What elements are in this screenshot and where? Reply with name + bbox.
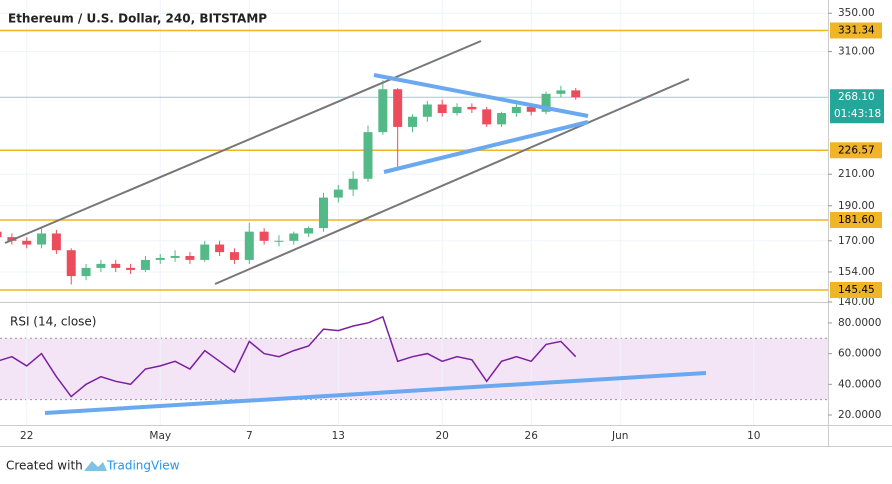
last-price-label: 268.10 (838, 91, 875, 103)
candle-body (229, 252, 239, 260)
x-tick-label: 22 (20, 430, 33, 442)
candle-body (170, 256, 180, 258)
candle-body (0, 231, 2, 238)
level-label: 181.60 (838, 214, 875, 226)
candle-body (541, 93, 551, 112)
candle-body (66, 250, 76, 277)
level-label-bg (830, 22, 882, 39)
chart-title: Ethereum / U.S. Dollar, 240, BITSTAMP (8, 12, 267, 26)
y-tick-label: 154.00 (838, 266, 875, 278)
candle-body (7, 237, 17, 241)
candle-body (467, 106, 477, 110)
brand-logo (84, 461, 107, 471)
candle-body (497, 113, 507, 125)
candle-body (511, 106, 521, 114)
y-tick-label: 210.00 (838, 168, 875, 180)
candle-body (111, 263, 121, 268)
y-tick-label: 350.00 (838, 7, 875, 19)
candle-body (526, 106, 536, 112)
rsi-line (0, 315, 577, 398)
candle-body (200, 244, 210, 260)
y-tick-label: 170.00 (838, 235, 875, 247)
candle-body (422, 104, 432, 117)
candle-body (571, 90, 581, 98)
x-tick-label: 20 (436, 430, 449, 442)
candle-body (348, 178, 358, 190)
candle-body (244, 231, 254, 260)
candle-body (185, 256, 195, 260)
level-label: 226.57 (838, 144, 875, 156)
candle-body (126, 267, 136, 270)
rsi-title: RSI (14, close) (10, 315, 96, 329)
candle-body (81, 267, 91, 277)
channel-line (4, 40, 482, 244)
channel-line (214, 78, 690, 285)
candle-body (289, 233, 299, 241)
y-tick-label: 40.0000 (838, 378, 881, 390)
candle-body (556, 90, 566, 94)
candle-body (378, 89, 388, 133)
candle-body (140, 259, 150, 270)
y-tick-label: 140.00 (838, 296, 875, 308)
triangle-line (383, 120, 589, 174)
candle-body (37, 233, 47, 245)
candle-body (274, 240, 284, 242)
level-label: 145.45 (838, 284, 875, 296)
y-tick-label: 310.00 (838, 45, 875, 57)
level-label-bg (830, 281, 882, 298)
footer-text: Created with (6, 459, 83, 473)
x-tick-label: 26 (525, 430, 539, 442)
x-tick-label: 13 (332, 430, 345, 442)
level-label: 331.34 (838, 24, 875, 36)
candle-body (437, 104, 447, 114)
candle-body (452, 106, 462, 114)
candle-body (155, 257, 165, 260)
candle-body (96, 263, 106, 268)
candle-body (408, 116, 418, 127)
candle-body (363, 132, 373, 179)
x-tick-label: Jun (611, 430, 628, 442)
level-label-bg (830, 212, 882, 229)
candle-body (215, 244, 225, 253)
level-label-bg (830, 142, 882, 159)
candle-body (51, 233, 61, 251)
last-price-bg (830, 89, 884, 124)
y-tick-label: 60.0000 (838, 348, 881, 360)
y-tick-label: 190.00 (838, 200, 875, 212)
candle-body (333, 189, 343, 198)
candle-body (259, 231, 269, 241)
x-tick-label: 10 (747, 430, 760, 442)
candle-body (482, 109, 492, 125)
x-tick-label: May (149, 430, 171, 442)
candle-body (22, 240, 32, 245)
candle-body (304, 228, 314, 234)
y-tick-label: 80.0000 (838, 317, 881, 329)
brand-name[interactable]: TradingView (106, 459, 180, 473)
x-tick-label: 7 (246, 430, 253, 442)
triangle-line (373, 73, 589, 118)
y-tick-label: 20.0000 (838, 409, 881, 421)
trend-line (44, 371, 707, 415)
candle-body (318, 197, 328, 229)
candle-body (393, 89, 403, 127)
countdown: 01:43:18 (834, 108, 881, 120)
